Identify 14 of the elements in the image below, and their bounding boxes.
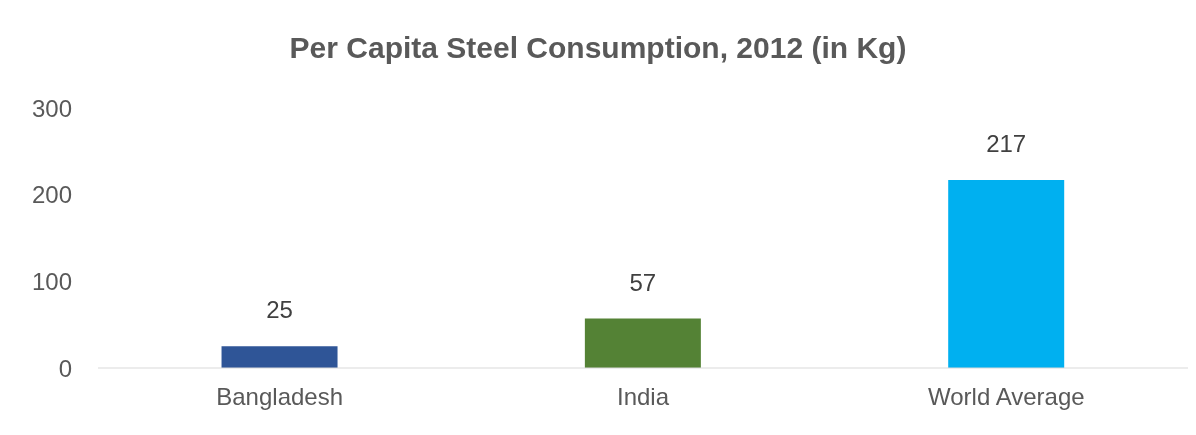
y-tick-label: 0 [58,354,72,382]
bar [221,346,338,368]
bar [948,179,1065,368]
bar [584,318,701,368]
x-tick-label: India [616,383,670,411]
y-tick-label: 200 [31,181,72,209]
x-tick-label: Bangladesh [216,383,344,411]
x-tick-label: World Average [928,383,1085,411]
chart-title: Per Capita Steel Consumption, 2012 (in Kg) [288,30,908,66]
y-tick-label: 300 [31,94,72,122]
data-label: 25 [266,296,293,324]
data-label: 217 [986,129,1027,157]
y-tick-label: 100 [31,267,72,295]
data-label: 57 [629,268,657,296]
